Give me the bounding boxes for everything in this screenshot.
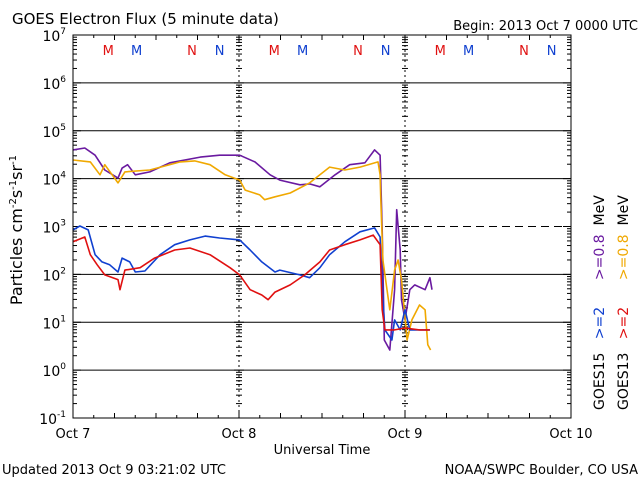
marker-m: M: [463, 44, 474, 59]
marker-m: M: [103, 44, 114, 59]
x-tick-label: Oct 8: [222, 427, 257, 442]
x-tick-label: Oct 9: [388, 427, 423, 442]
credit: NOAA/SWPC Boulder, CO USA: [445, 463, 638, 478]
y-axis-label: Particles cm-2s-1sr-1: [7, 155, 26, 305]
y-tick-label: 102: [42, 266, 66, 284]
x-tick-label: Oct 10: [549, 427, 592, 442]
y-tick-label: 101: [42, 314, 66, 332]
y-tick-label: 106: [42, 75, 66, 93]
begin-label: Begin: 2013 Oct 7 0000 UTC: [453, 19, 638, 34]
marker-n: N: [519, 44, 529, 59]
series-line: [72, 234, 430, 331]
legend: GOES15 >=2 >=0.8 MeV GOES13 >=2 >=0.8 MeV: [592, 195, 632, 410]
y-tick-label: 105: [42, 123, 66, 141]
marker-n: N: [215, 44, 225, 59]
marker-m: M: [297, 44, 308, 59]
x-tick-labels: Oct 7 Oct 8 Oct 9 Oct 10: [56, 427, 593, 442]
series-line: [72, 147, 433, 351]
y-tick-label: 103: [42, 219, 66, 237]
marker-m: M: [131, 44, 142, 59]
x-tick-label: Oct 7: [56, 427, 91, 442]
series-group: [72, 147, 433, 351]
chart-title: GOES Electron Flux (5 minute data): [12, 10, 279, 28]
y-tick-label: 104: [42, 171, 66, 189]
legend-entry: GOES13 >=2 >=0.8 MeV: [616, 195, 632, 410]
y-tick-label: 100: [42, 362, 66, 380]
marker-m: M: [435, 44, 446, 59]
marker-n: N: [381, 44, 391, 59]
series-line: [72, 225, 430, 341]
marker-m: M: [269, 44, 280, 59]
updated-timestamp: Updated 2013 Oct 9 03:21:02 UTC: [2, 463, 226, 478]
series-line: [72, 159, 432, 351]
x-axis-label: Universal Time: [274, 443, 371, 458]
marker-n: N: [187, 44, 197, 59]
y-tick-label: 10-1: [39, 410, 66, 428]
marker-n: N: [353, 44, 363, 59]
grid: [73, 35, 571, 418]
plot-frame: [72, 34, 572, 419]
marker-n: N: [547, 44, 557, 59]
y-tick-labels: 107 106 105 104 103 102 101 100 10-1: [39, 27, 66, 428]
y-tick-label: 107: [42, 27, 66, 45]
legend-entry: GOES15 >=2 >=0.8 MeV: [592, 195, 608, 410]
